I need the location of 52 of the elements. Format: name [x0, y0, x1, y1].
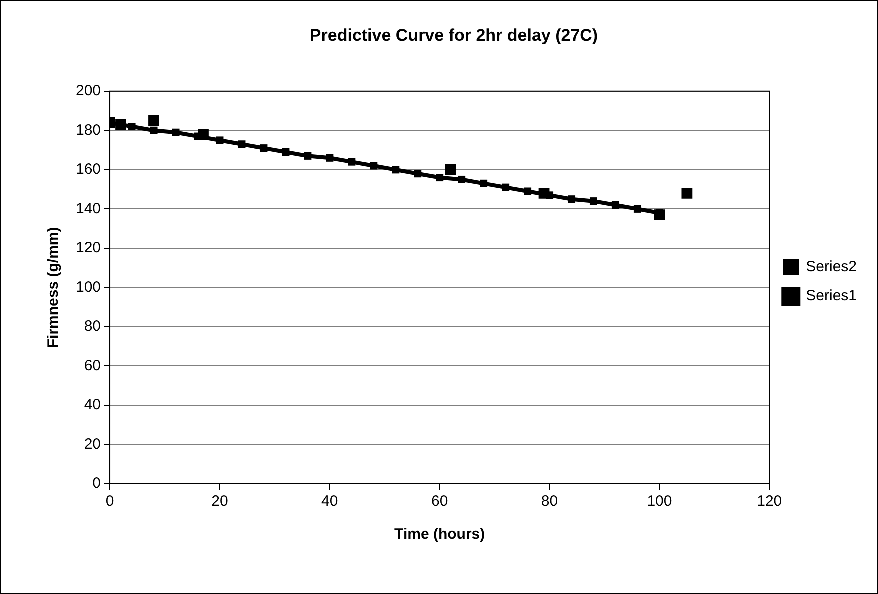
point	[445, 164, 456, 176]
x-tick-label: 40	[322, 493, 338, 510]
point	[414, 170, 422, 178]
point	[348, 158, 356, 166]
y-tick-label: 80	[84, 318, 102, 336]
y-tick-label: 100	[76, 278, 102, 296]
legend-label: Series1	[806, 288, 857, 305]
point	[654, 210, 666, 221]
legend-label: Series2	[806, 258, 857, 276]
y-tick-label: 60	[84, 357, 102, 374]
point	[568, 196, 576, 204]
point	[370, 162, 378, 170]
point	[392, 166, 400, 174]
point	[238, 140, 246, 148]
point	[128, 122, 136, 130]
point	[326, 154, 334, 162]
y-tick-label: 160	[76, 161, 102, 178]
y-tick-label: 0	[92, 475, 102, 492]
point	[480, 180, 488, 188]
point	[148, 115, 160, 126]
point	[216, 136, 224, 144]
x-tick-label: 60	[431, 493, 448, 510]
chart-title: Predictive Curve for 2hr delay (27C)	[310, 26, 598, 45]
y-tick-label: 20	[84, 436, 102, 453]
y-tick-label: 140	[76, 200, 102, 218]
point	[590, 198, 598, 206]
x-tick-label: 0	[106, 493, 114, 510]
x-tick-label: 120	[757, 493, 782, 510]
point	[502, 184, 510, 192]
y-tick-label: 200	[76, 82, 102, 100]
point	[172, 128, 180, 136]
x-tick-label: 80	[541, 493, 558, 510]
x-tick-label: 20	[212, 493, 228, 510]
point	[634, 205, 642, 213]
point	[524, 188, 532, 196]
point	[116, 119, 126, 130]
point	[436, 174, 444, 182]
point	[282, 148, 290, 156]
x-tick-label: 100	[647, 493, 672, 510]
point	[458, 176, 466, 184]
y-axis-title: Firmness (g/mm)	[45, 227, 62, 348]
point	[682, 188, 693, 199]
y-tick-label: 180	[76, 122, 102, 139]
y-tick-label: 120	[76, 240, 102, 257]
point	[304, 152, 312, 160]
x-axis-title: Time (hours)	[394, 526, 486, 544]
point	[612, 201, 620, 210]
point	[260, 144, 268, 152]
point	[198, 129, 209, 140]
point	[538, 188, 550, 199]
point	[150, 126, 158, 134]
y-tick-label: 40	[84, 396, 102, 414]
